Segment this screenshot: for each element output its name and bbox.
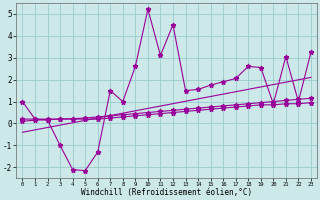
- X-axis label: Windchill (Refroidissement éolien,°C): Windchill (Refroidissement éolien,°C): [81, 188, 252, 197]
